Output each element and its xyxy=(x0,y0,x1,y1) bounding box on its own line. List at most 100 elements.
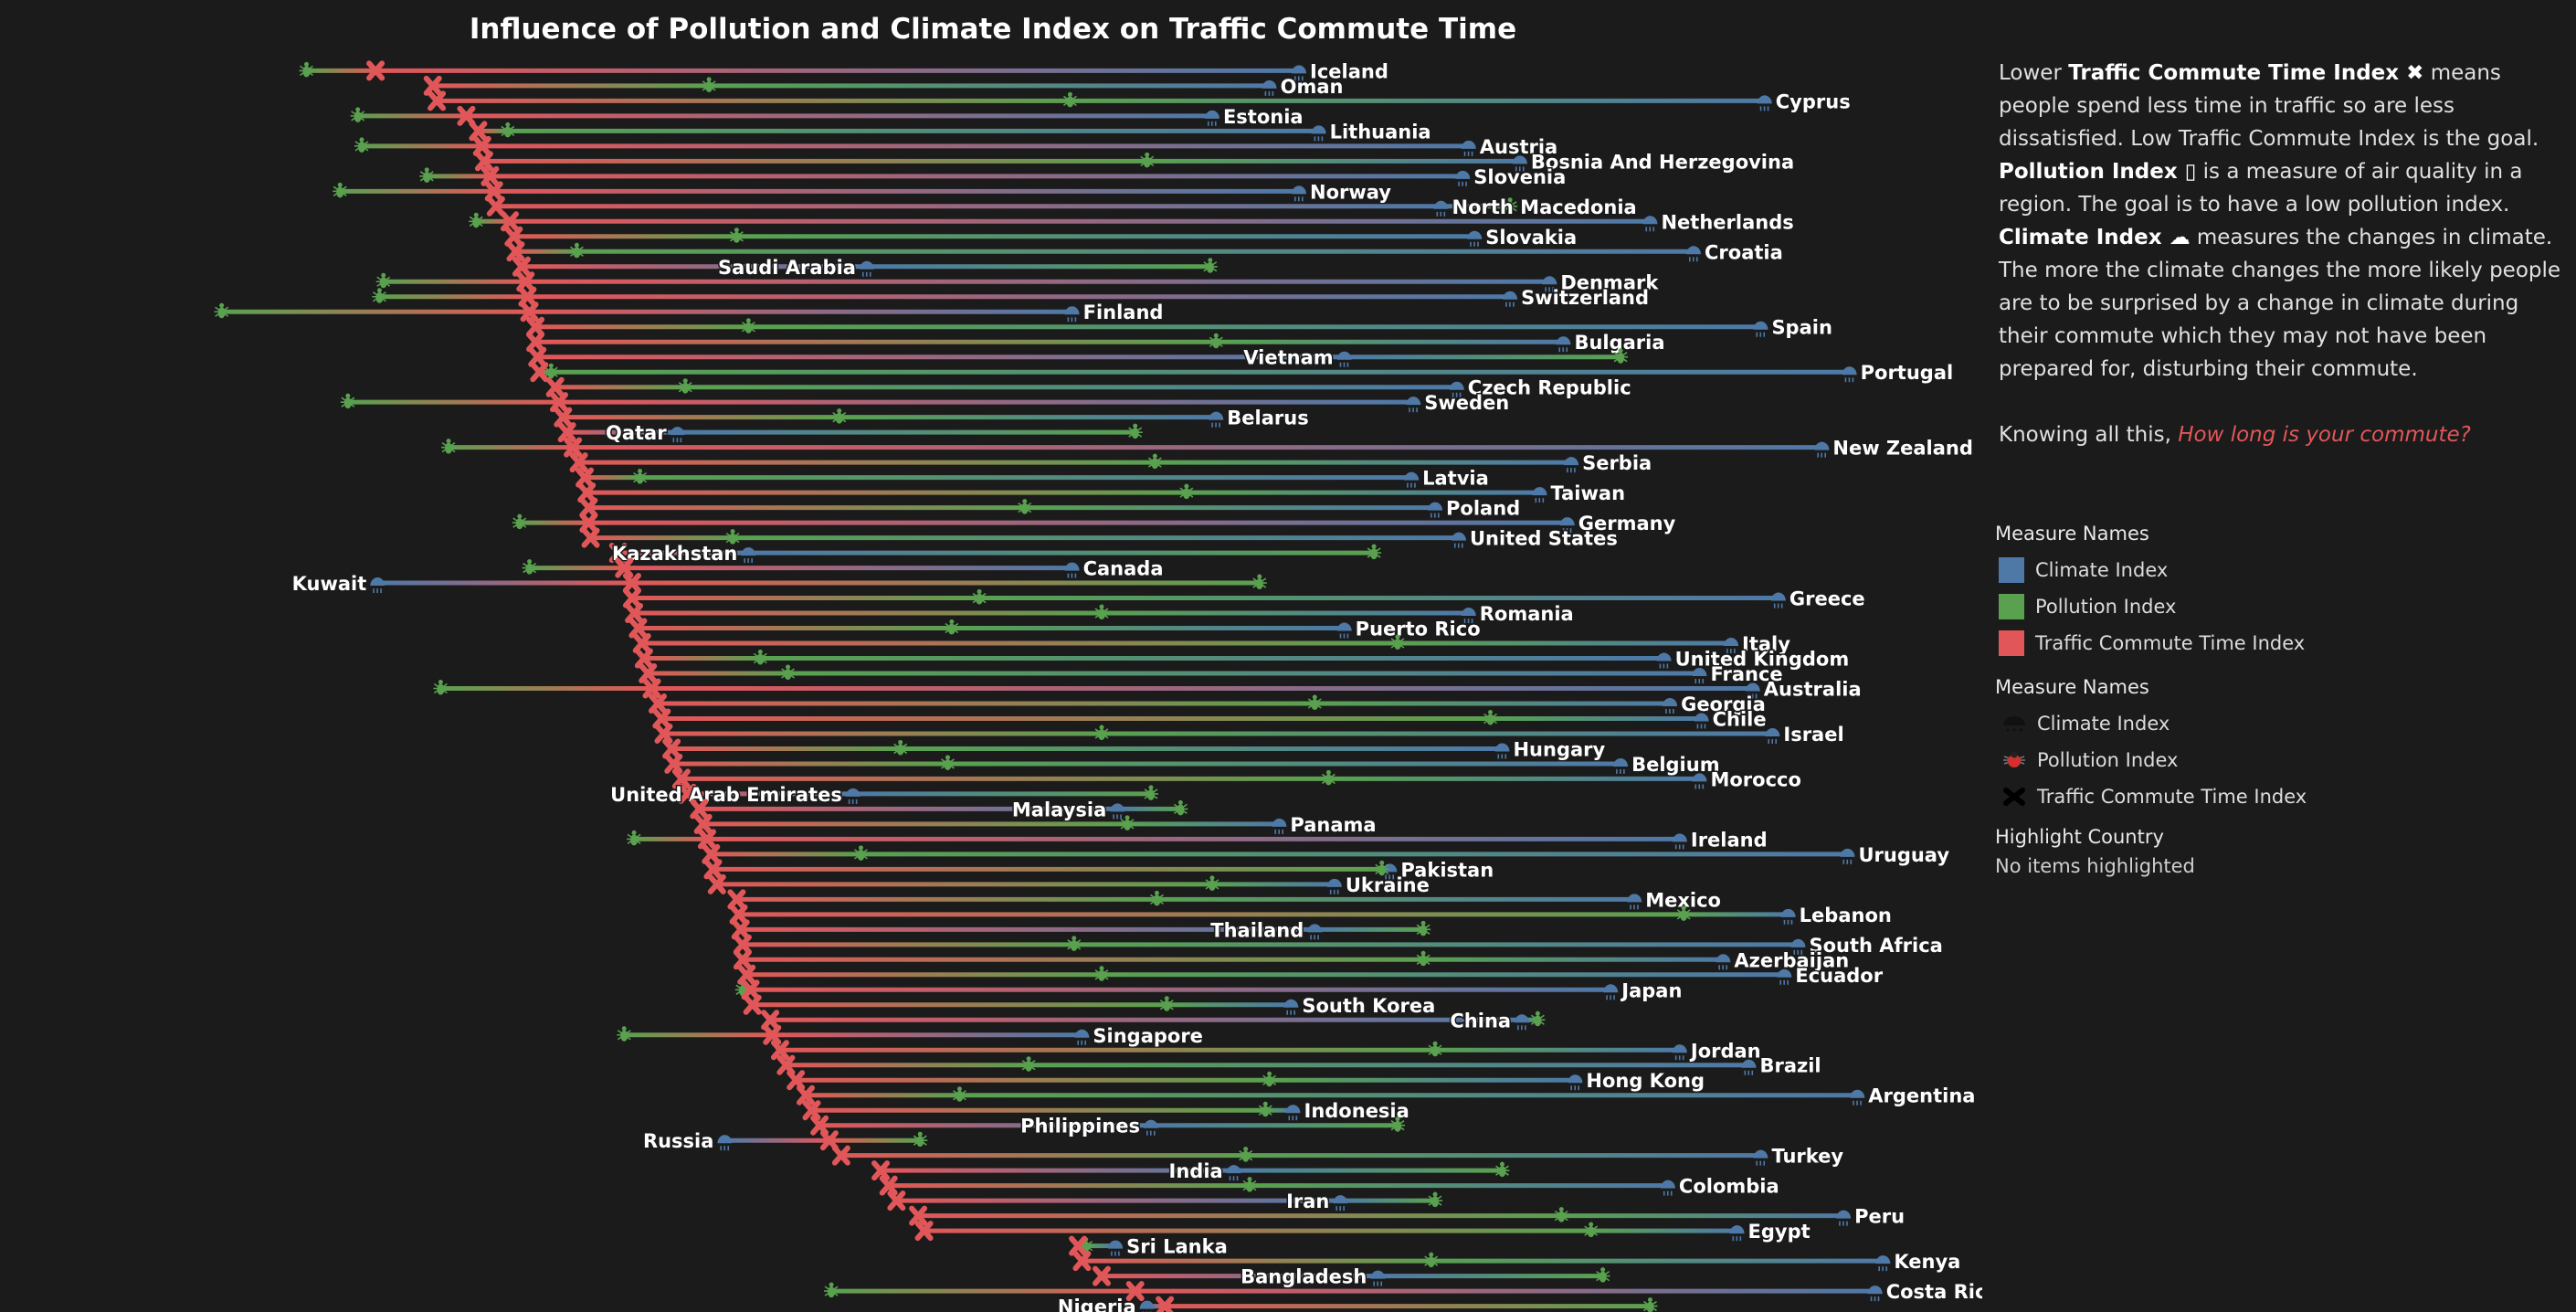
traffic-index-mark[interactable] xyxy=(703,859,723,880)
climate-index-mark[interactable] xyxy=(1867,1286,1883,1302)
pollution-index-mark[interactable] xyxy=(1202,258,1218,273)
traffic-index-mark[interactable] xyxy=(887,1190,906,1211)
climate-index-mark[interactable] xyxy=(1613,757,1629,774)
country-row[interactable]: Germany xyxy=(512,512,1677,536)
country-row[interactable]: Georgia xyxy=(649,692,1767,716)
climate-index-mark[interactable] xyxy=(1515,1014,1530,1031)
traffic-index-mark[interactable] xyxy=(654,723,673,744)
pollution-index-mark[interactable] xyxy=(853,845,869,861)
pollution-index-mark[interactable] xyxy=(741,318,756,333)
climate-index-mark[interactable] xyxy=(1139,1300,1155,1312)
pollution-index-mark[interactable] xyxy=(1242,1177,1257,1192)
traffic-index-mark[interactable] xyxy=(871,1160,891,1181)
climate-index-mark[interactable] xyxy=(1272,818,1287,834)
traffic-index-mark[interactable] xyxy=(831,1145,850,1166)
climate-index-mark[interactable] xyxy=(1603,984,1619,1000)
climate-index-mark[interactable] xyxy=(670,427,685,443)
country-row[interactable]: France xyxy=(639,662,1784,687)
pollution-index-mark[interactable] xyxy=(972,589,987,605)
country-row[interactable]: Mexico xyxy=(727,888,1722,913)
country-row[interactable]: Greece xyxy=(622,587,1866,611)
pollution-index-mark[interactable] xyxy=(1238,1147,1253,1162)
pollution-index-mark[interactable] xyxy=(433,679,449,695)
traffic-index-mark[interactable] xyxy=(474,151,493,172)
country-row[interactable]: Puerto Rico xyxy=(628,617,1482,641)
country-row[interactable]: Saudi Arabia xyxy=(512,255,1218,280)
pollution-index-mark[interactable] xyxy=(1178,483,1194,500)
traffic-index-mark[interactable] xyxy=(642,678,661,699)
traffic-index-mark[interactable] xyxy=(702,843,721,864)
pollution-index-mark[interactable] xyxy=(627,830,642,846)
traffic-index-mark[interactable] xyxy=(501,211,519,232)
traffic-index-mark[interactable] xyxy=(733,949,752,970)
country-row[interactable]: United Arab Emirates xyxy=(609,782,1158,807)
climate-index-mark[interactable] xyxy=(1850,1089,1865,1106)
traffic-index-mark[interactable] xyxy=(1093,1265,1111,1286)
climate-index-mark[interactable] xyxy=(1064,562,1080,578)
country-row[interactable]: Turkey xyxy=(831,1144,1845,1169)
country-row[interactable]: Netherlands xyxy=(469,210,1795,235)
pollution-index-mark[interactable] xyxy=(333,182,348,198)
climate-index-mark[interactable] xyxy=(1663,697,1678,714)
country-row[interactable]: Bosnia And Herzegovina xyxy=(474,150,1796,175)
traffic-index-mark[interactable] xyxy=(639,663,658,683)
country-row[interactable]: China xyxy=(761,1009,1546,1033)
traffic-index-mark[interactable] xyxy=(550,392,568,413)
pollution-index-mark[interactable] xyxy=(702,77,717,92)
pollution-index-mark[interactable] xyxy=(1554,1207,1569,1222)
pollution-index-mark[interactable] xyxy=(1613,348,1629,364)
climate-index-mark[interactable] xyxy=(1451,532,1466,548)
pollution-index-mark[interactable] xyxy=(1428,1041,1443,1057)
country-row[interactable]: Kazakhstan xyxy=(608,542,1382,566)
traffic-index-mark[interactable] xyxy=(608,543,628,564)
country-row[interactable]: Latvia xyxy=(575,466,1490,491)
pollution-index-mark[interactable] xyxy=(1423,1252,1439,1268)
pollution-index-mark[interactable] xyxy=(1159,996,1175,1011)
country-row[interactable]: Iceland xyxy=(299,59,1389,84)
climate-index-mark[interactable] xyxy=(1564,457,1579,473)
traffic-index-mark[interactable] xyxy=(581,527,600,548)
country-row[interactable]: Indonesia xyxy=(802,1099,1410,1124)
traffic-index-mark[interactable] xyxy=(545,376,565,397)
climate-index-mark[interactable] xyxy=(1842,366,1857,383)
country-row[interactable]: Russia xyxy=(641,1129,928,1154)
country-row[interactable]: Belarus xyxy=(554,406,1310,430)
country-row[interactable]: Slovakia xyxy=(504,225,1578,249)
pollution-index-mark[interactable] xyxy=(1173,799,1188,816)
climate-index-mark[interactable] xyxy=(1724,638,1739,654)
pollution-index-mark[interactable] xyxy=(1149,890,1165,906)
country-row[interactable]: South Korea xyxy=(743,993,1437,1018)
traffic-index-mark[interactable] xyxy=(770,1040,789,1061)
climate-index-mark[interactable] xyxy=(1494,743,1510,759)
traffic-index-mark[interactable] xyxy=(698,829,716,850)
pollution-index-mark[interactable] xyxy=(1139,152,1155,168)
pollution-index-mark[interactable] xyxy=(678,378,693,394)
traffic-index-mark[interactable] xyxy=(557,422,576,443)
country-row[interactable]: Estonia xyxy=(350,104,1304,129)
country-row[interactable]: Spain xyxy=(526,315,1833,340)
country-row[interactable]: Bangladesh xyxy=(1093,1264,1610,1289)
climate-index-mark[interactable] xyxy=(1814,441,1830,458)
pollution-index-mark[interactable] xyxy=(1676,905,1692,921)
pollution-index-mark[interactable] xyxy=(831,408,847,424)
country-row[interactable]: Iran xyxy=(887,1190,1443,1214)
country-row[interactable]: Costa Rica xyxy=(824,1280,1982,1305)
pollution-index-mark[interactable] xyxy=(419,167,435,183)
climate-index-mark[interactable] xyxy=(1292,185,1306,202)
pollution-index-mark[interactable] xyxy=(544,363,559,379)
traffic-index-mark[interactable] xyxy=(469,121,488,142)
pollution-index-mark[interactable] xyxy=(1503,197,1518,213)
country-row[interactable]: Nigeria xyxy=(1056,1295,1658,1312)
pollution-index-mark[interactable] xyxy=(522,559,537,575)
climate-index-mark[interactable] xyxy=(1461,140,1476,156)
climate-index-mark[interactable] xyxy=(1262,79,1277,96)
climate-index-mark[interactable] xyxy=(1333,1195,1348,1211)
country-row[interactable]: Portugal xyxy=(530,361,1955,386)
pollution-index-mark[interactable] xyxy=(1642,1297,1658,1312)
traffic-index-mark[interactable] xyxy=(530,362,549,383)
traffic-index-mark[interactable] xyxy=(628,618,648,639)
country-row[interactable]: Ireland xyxy=(627,828,1768,852)
country-row[interactable]: South Africa xyxy=(733,933,1944,958)
pollution-index-mark[interactable] xyxy=(500,122,515,138)
country-row[interactable]: Philippines xyxy=(810,1114,1405,1138)
